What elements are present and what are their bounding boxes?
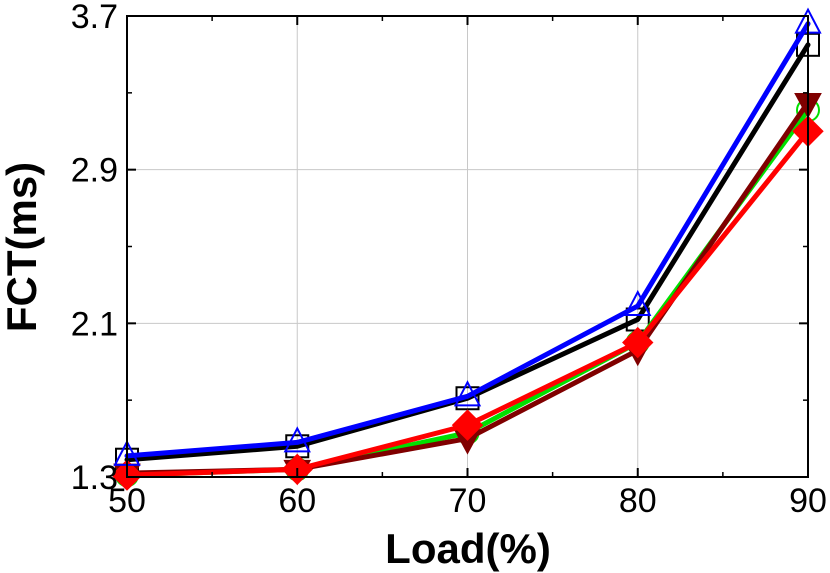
y-tick-label: 1.3 — [71, 459, 118, 497]
x-tick-label: 50 — [108, 482, 146, 520]
x-tick-label: 60 — [278, 482, 316, 520]
x-tick-label: 80 — [619, 482, 657, 520]
grid-lines — [127, 16, 808, 477]
y-tick-label: 2.9 — [71, 152, 118, 190]
x-tick-label: 70 — [449, 482, 487, 520]
x-tick-label: 90 — [789, 482, 827, 520]
data-point-marker — [453, 380, 482, 407]
axis-ticks: 50 60 70 80 90 1.3 2.1 2.9 3.7 — [71, 0, 827, 520]
data-point-marker — [283, 426, 311, 453]
data-point-marker — [451, 409, 484, 441]
y-tick-label: 3.7 — [71, 0, 118, 36]
x-axis-title: Load(%) — [385, 525, 551, 572]
series-line — [124, 21, 811, 459]
data-point-marker — [624, 289, 652, 317]
y-axis-title: FCT(ms) — [0, 162, 45, 332]
data-point-marker — [622, 326, 654, 359]
series-5 — [113, 7, 822, 466]
y-tick-label: 2.1 — [71, 305, 118, 343]
